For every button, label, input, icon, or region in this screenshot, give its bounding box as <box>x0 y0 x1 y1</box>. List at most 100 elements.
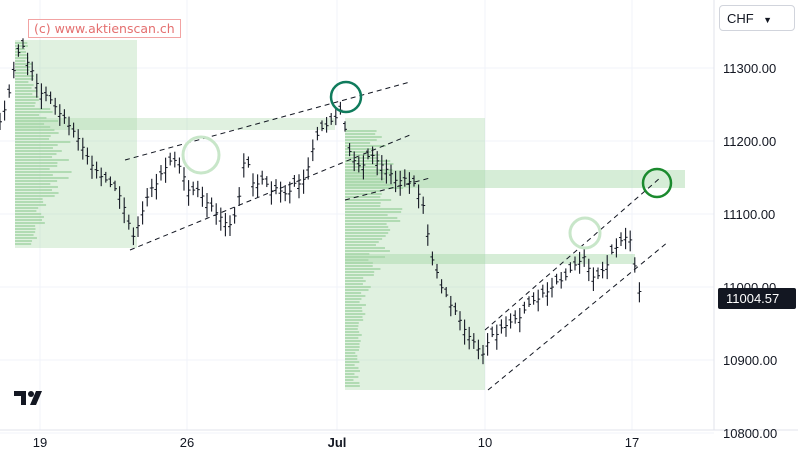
volume-profile-bar <box>345 244 376 246</box>
volume-profile-bar <box>345 301 360 303</box>
volume-profile-bar <box>15 114 40 116</box>
volume-profile-bar <box>345 172 393 174</box>
volume-profile-bar <box>345 319 364 321</box>
volume-profile-bar <box>15 123 45 125</box>
volume-profile-bar <box>15 204 47 206</box>
volume-profile-bar <box>15 126 51 128</box>
volume-profile-bar <box>15 99 39 101</box>
volume-profile-bar <box>345 370 361 372</box>
volume-profile-bar <box>15 162 58 164</box>
time-axis[interactable]: 19 26 Jul 10 17 <box>33 435 639 450</box>
trend-channel-line <box>124 81 411 161</box>
volume-profile-bar <box>345 163 394 165</box>
volume-profile-bar <box>15 84 34 86</box>
volume-profile-bar <box>15 189 52 191</box>
volume-profile-bar <box>15 135 51 137</box>
volume-profile-bar <box>15 51 26 53</box>
volume-profile-bar <box>345 265 373 267</box>
currency-selector[interactable]: CHF ▼ <box>719 5 795 31</box>
volume-profile-bar <box>345 229 391 231</box>
volume-profile-bar <box>15 171 72 173</box>
volume-profile-bar <box>345 382 360 384</box>
time-tick-label: 26 <box>180 435 194 450</box>
volume-profile-bar <box>15 183 51 185</box>
volume-profile-bar <box>345 217 398 219</box>
volume-profile-bar <box>345 385 360 387</box>
volume-profile-bar <box>15 222 45 224</box>
volume-profile-bar <box>345 340 361 342</box>
volume-profile-bar <box>345 238 383 240</box>
trend-channel-line <box>344 177 431 201</box>
volume-profile-bar <box>15 192 59 194</box>
volume-profile-bar <box>15 72 29 74</box>
volume-profile-bar <box>345 262 373 264</box>
volume-profile-bar <box>345 349 359 351</box>
volume-profile-area <box>345 254 635 264</box>
volume-profile-bar <box>345 286 371 288</box>
volume-profile-bar <box>15 93 33 95</box>
trend-channel-line <box>487 241 669 391</box>
volume-profile-bar <box>15 96 39 98</box>
volume-profile-bar <box>345 184 393 186</box>
volume-profile-bar <box>15 69 30 71</box>
volume-profile-bar <box>15 225 36 227</box>
volume-profile-bar <box>345 253 370 255</box>
volume-profile-bar <box>15 144 58 146</box>
volume-profile-bar <box>345 136 382 138</box>
price-tick-label: 10800.00 <box>723 426 777 441</box>
volume-profile-bar <box>345 364 355 366</box>
volume-profile-bar <box>345 325 359 327</box>
volume-profile-bar <box>15 132 59 134</box>
volume-profiles <box>15 40 685 390</box>
last-price-badge: 11004.57 <box>718 288 796 309</box>
volume-profile-bar <box>345 379 354 381</box>
volume-profile-bar <box>15 60 26 62</box>
volume-profile-bar <box>15 201 44 203</box>
volume-profile-bar <box>345 277 364 279</box>
volume-profile-bar <box>345 130 377 132</box>
volume-profile-bar <box>345 283 363 285</box>
volume-profile-bar <box>345 145 386 147</box>
volume-profile-bar <box>345 169 393 171</box>
volume-profile-bar <box>345 166 377 168</box>
volume-profile-bar <box>345 337 359 339</box>
volume-profile-bar <box>345 190 380 192</box>
volume-profile-bar <box>345 133 376 135</box>
volume-profile-bar <box>345 193 382 195</box>
time-tick-label: 17 <box>625 435 639 450</box>
volume-profile-bar <box>345 259 369 261</box>
volume-profile-bar <box>15 66 31 68</box>
volume-profile-bar <box>345 298 362 300</box>
volume-profile-bar <box>345 271 375 273</box>
watermark: (c) www.aktienscan.ch <box>28 19 181 38</box>
volume-profile-bar <box>15 78 34 80</box>
volume-profile-bar <box>345 241 379 243</box>
volume-profile-bar <box>15 198 43 200</box>
volume-profile-bar <box>345 178 385 180</box>
volume-profile-bar <box>345 181 385 183</box>
price-tick-label: 10900.00 <box>723 353 777 368</box>
volume-profile-bar <box>15 117 47 119</box>
volume-profile-bar <box>345 331 360 333</box>
volume-profile-bar <box>345 316 363 318</box>
price-tick-label: 11200.00 <box>723 134 776 149</box>
volume-profile-bar <box>15 63 33 65</box>
volume-profile-bar <box>345 160 391 162</box>
tradingview-logo-icon[interactable] <box>14 388 50 408</box>
volume-profile-bar <box>345 334 362 336</box>
volume-profile-bar <box>345 304 366 306</box>
volume-profile-bar <box>345 211 402 213</box>
volume-profile-bar <box>345 358 358 360</box>
volume-profile-bar <box>15 42 28 44</box>
price-axis[interactable]: 11400.0011300.0011200.0011100.0011000.00… <box>723 0 777 441</box>
volume-profile-bar <box>15 54 28 56</box>
volume-profile-bar <box>15 177 69 179</box>
volume-profile-bar <box>15 150 62 152</box>
volume-profile-bar <box>345 343 360 345</box>
volume-profile-bar <box>345 199 392 201</box>
volume-profile-bar <box>345 247 385 249</box>
marker-circle <box>568 216 602 250</box>
volume-profile-bar <box>345 280 366 282</box>
volume-profile-bar <box>15 234 34 236</box>
